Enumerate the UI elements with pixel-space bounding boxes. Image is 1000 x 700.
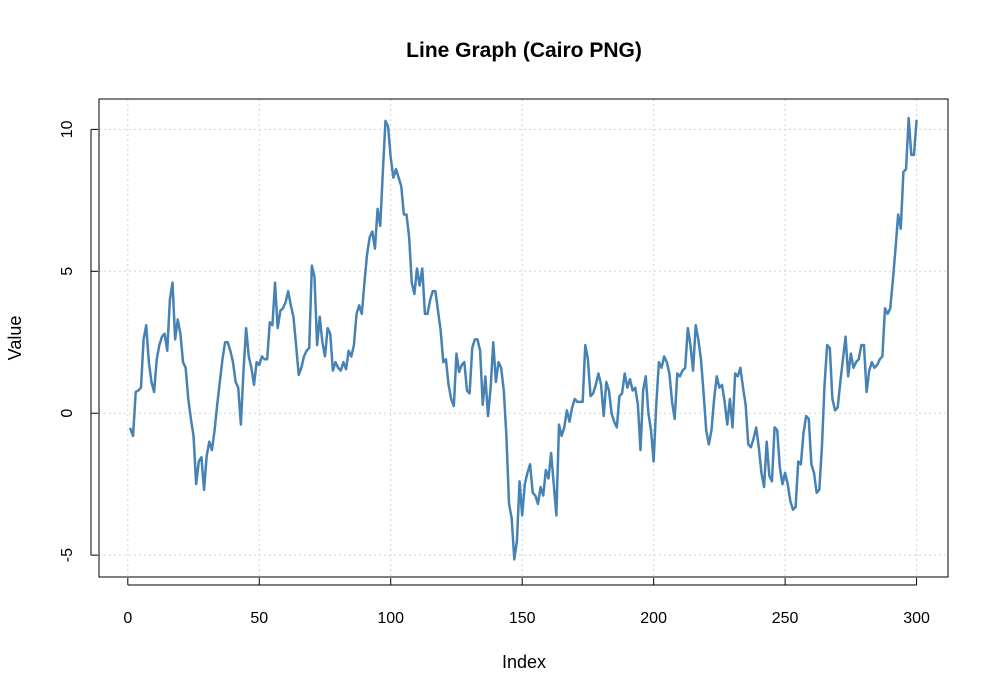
chart-title: Line Graph (Cairo PNG) [406, 39, 642, 62]
x-tick-label: 300 [903, 610, 930, 627]
x-tick-label: 150 [509, 610, 536, 627]
y-tick-label: 5 [59, 267, 76, 276]
y-tick-label: -5 [59, 548, 76, 562]
plot-frame [98, 98, 949, 578]
x-tick-label: 50 [250, 610, 268, 627]
x-tick-label: 250 [772, 610, 799, 627]
x-tick-label: 100 [377, 610, 404, 627]
x-axis-label: Index [502, 652, 546, 672]
y-axis: -5 0 5 10 [59, 120, 98, 562]
x-axis: 0 50 100 150 200 250 300 [123, 578, 930, 627]
y-tick-label: 10 [59, 120, 76, 138]
x-tick-label: 0 [123, 610, 132, 627]
x-tick-label: 200 [640, 610, 667, 627]
y-tick-label: 0 [59, 409, 76, 418]
y-axis-label: Value [5, 316, 25, 361]
series-line [129, 116, 918, 561]
